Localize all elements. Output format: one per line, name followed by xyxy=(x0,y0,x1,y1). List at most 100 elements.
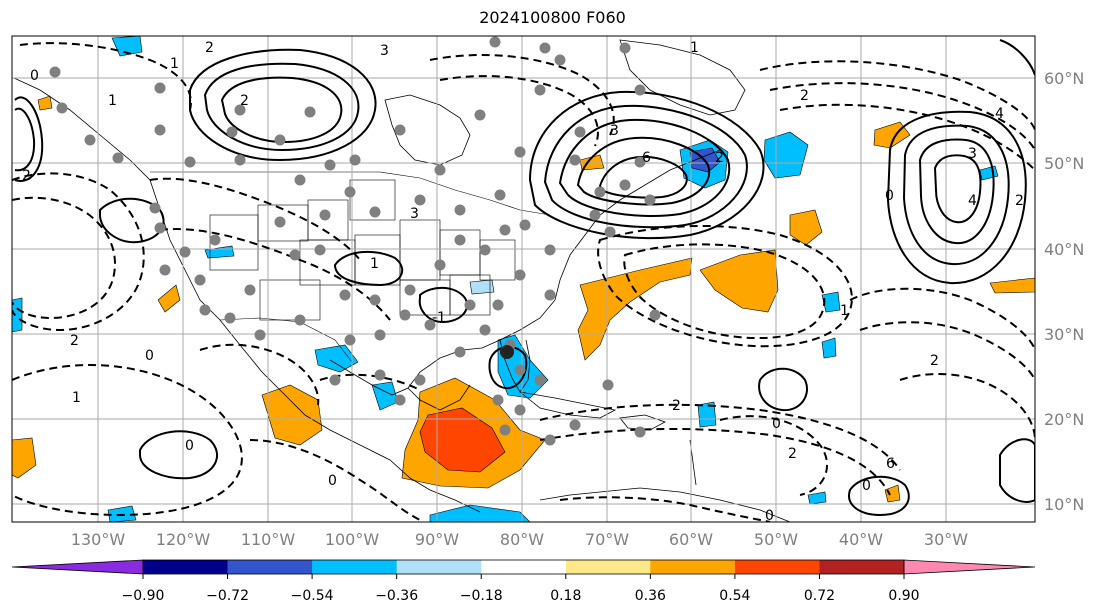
colorbar-segment xyxy=(819,560,905,574)
lon-label-90w: 90°W xyxy=(415,530,459,549)
lat-label-60n: 60°N xyxy=(1044,69,1084,88)
shade-lightblue-gulf xyxy=(469,279,495,295)
dash-mid-atlantic-east-2 xyxy=(859,321,1035,381)
contour-label: 0 xyxy=(328,473,337,489)
contour-label: 1 xyxy=(108,93,117,109)
contour-label: 1 xyxy=(72,390,81,406)
longitude-labels: 130°W 120°W 110°W 100°W 90°W 80°W 70°W 6… xyxy=(71,530,968,549)
coast-gulf-of-mexico xyxy=(329,299,556,396)
shade-red-central-america xyxy=(419,407,506,473)
contour-label: 0 xyxy=(185,438,194,454)
contour-atlantic-high-1 xyxy=(528,90,765,240)
colorbar-segment xyxy=(396,560,482,574)
contour-south-atlantic xyxy=(848,475,910,517)
dash-caribbean xyxy=(719,415,829,496)
dash-south-edge xyxy=(559,496,771,522)
dash-tropics-2 xyxy=(539,428,891,496)
contour-central-plains xyxy=(333,250,404,287)
contour-atlantic-high-3 xyxy=(558,118,731,217)
dash-west-us-1 xyxy=(149,177,361,261)
contour-label: 2 xyxy=(70,333,79,349)
dash-north-atlantic-3 xyxy=(779,103,1035,171)
contour-east-atlantic-high-1 xyxy=(886,110,1027,285)
political-boundaries xyxy=(150,171,551,363)
colorbar-tick-label: 0.36 xyxy=(635,588,666,604)
dash-hudson-2 xyxy=(439,75,599,147)
station-dots xyxy=(49,36,661,446)
lon-label-130w: 130°W xyxy=(71,530,126,549)
shade-blue-atlantic-north xyxy=(763,131,809,179)
map-title: 2024100800 F060 xyxy=(479,8,626,27)
state-box-3 xyxy=(349,179,396,221)
colorbar-segment xyxy=(565,560,651,574)
shade-blue-panama xyxy=(429,504,531,522)
shade-blue-mexico xyxy=(314,344,359,373)
colorbar-tick-label: −0.90 xyxy=(122,588,165,604)
lon-label-40w: 40°W xyxy=(839,530,883,549)
colorbar-tick-label: 0.18 xyxy=(550,588,581,604)
shade-orange-mexico-west xyxy=(261,384,323,446)
contour-label: 3 xyxy=(968,146,977,162)
contour-label: 3 xyxy=(410,206,419,222)
colorbar-ticks: −0.90 −0.72 −0.54 −0.36 −0.18 0.18 0.36 0.54 0.7… xyxy=(122,574,920,604)
colorbar-segment xyxy=(227,560,313,574)
solid-contours xyxy=(14,39,1035,517)
shade-blue-atlantic-south xyxy=(821,337,837,359)
colorbar-tick-label: −0.18 xyxy=(460,588,503,604)
state-box-7 xyxy=(209,214,259,271)
dash-alaska-north xyxy=(19,42,192,111)
shade-orange-alaska xyxy=(37,95,53,111)
contour-label: 4 xyxy=(995,106,1004,122)
shade-blue-southern xyxy=(807,491,827,505)
contour-atlantic-high-4 xyxy=(576,136,711,206)
contour-label: 4 xyxy=(968,193,977,209)
colorbar-segment xyxy=(734,560,820,574)
dash-south-atlantic-east xyxy=(899,373,1035,441)
colorbar-tick-label: 0.72 xyxy=(804,588,835,604)
lat-label-30n: 30°N xyxy=(1044,325,1084,344)
shade-orange-west-edge xyxy=(12,437,37,479)
border-us-canada xyxy=(150,171,551,216)
colorbar-extend-min xyxy=(11,559,144,575)
lon-label-120w: 120°W xyxy=(156,530,211,549)
shade-orange-small-2 xyxy=(884,484,901,503)
coast-greenland xyxy=(619,39,746,116)
contour-alaska-2 xyxy=(14,107,36,172)
lon-label-110w: 110°W xyxy=(241,530,296,549)
coast-hispaniola xyxy=(619,414,666,431)
map-frame xyxy=(11,35,1036,523)
contour-canada-high-3 xyxy=(220,76,343,144)
colorbar-tick-label: −0.36 xyxy=(375,588,418,604)
contour-east-atlantic-high-2 xyxy=(902,124,1010,266)
gridlines xyxy=(12,36,1035,522)
contour-label: 2 xyxy=(715,150,724,166)
state-box-10 xyxy=(259,279,321,321)
dash-southwest-mexico xyxy=(199,343,320,406)
coast-yucatan xyxy=(407,384,471,411)
lon-label-70w: 70°W xyxy=(585,530,629,549)
lon-label-100w: 100°W xyxy=(325,530,380,549)
contour-label: 2 xyxy=(930,353,939,369)
contour-label: 2 xyxy=(205,40,214,56)
contour-alaska-1 xyxy=(14,96,44,182)
contour-label: -1 xyxy=(432,310,446,326)
contour-label: 6 xyxy=(642,150,651,166)
shade-blue-caribbean xyxy=(697,401,717,428)
contour-east-atlantic-high-3 xyxy=(918,138,995,245)
contour-label: 1 xyxy=(690,40,699,56)
contour-label: 0 xyxy=(145,348,154,364)
contour-label: 2 xyxy=(22,168,31,184)
colorbar-tick-label: 0.54 xyxy=(719,588,750,604)
coast-atlantic-east xyxy=(554,149,721,301)
contour-north-edge-right xyxy=(999,39,1035,76)
state-box-9 xyxy=(479,239,516,281)
shade-orange-right-edge xyxy=(989,277,1035,294)
coast-south-america xyxy=(539,487,791,522)
shade-blue-west-edge xyxy=(12,297,23,333)
shade-orange-atlantic-mid xyxy=(699,249,779,313)
colorbar: −0.90 −0.72 −0.54 −0.36 −0.18 0.18 0.36 0.54 0.7… xyxy=(11,559,1036,604)
lon-label-80w: 80°W xyxy=(500,530,544,549)
contour-label: 0 xyxy=(30,68,39,84)
dash-gulf-coast xyxy=(319,373,421,391)
lat-label-40n: 40°N xyxy=(1044,240,1084,259)
